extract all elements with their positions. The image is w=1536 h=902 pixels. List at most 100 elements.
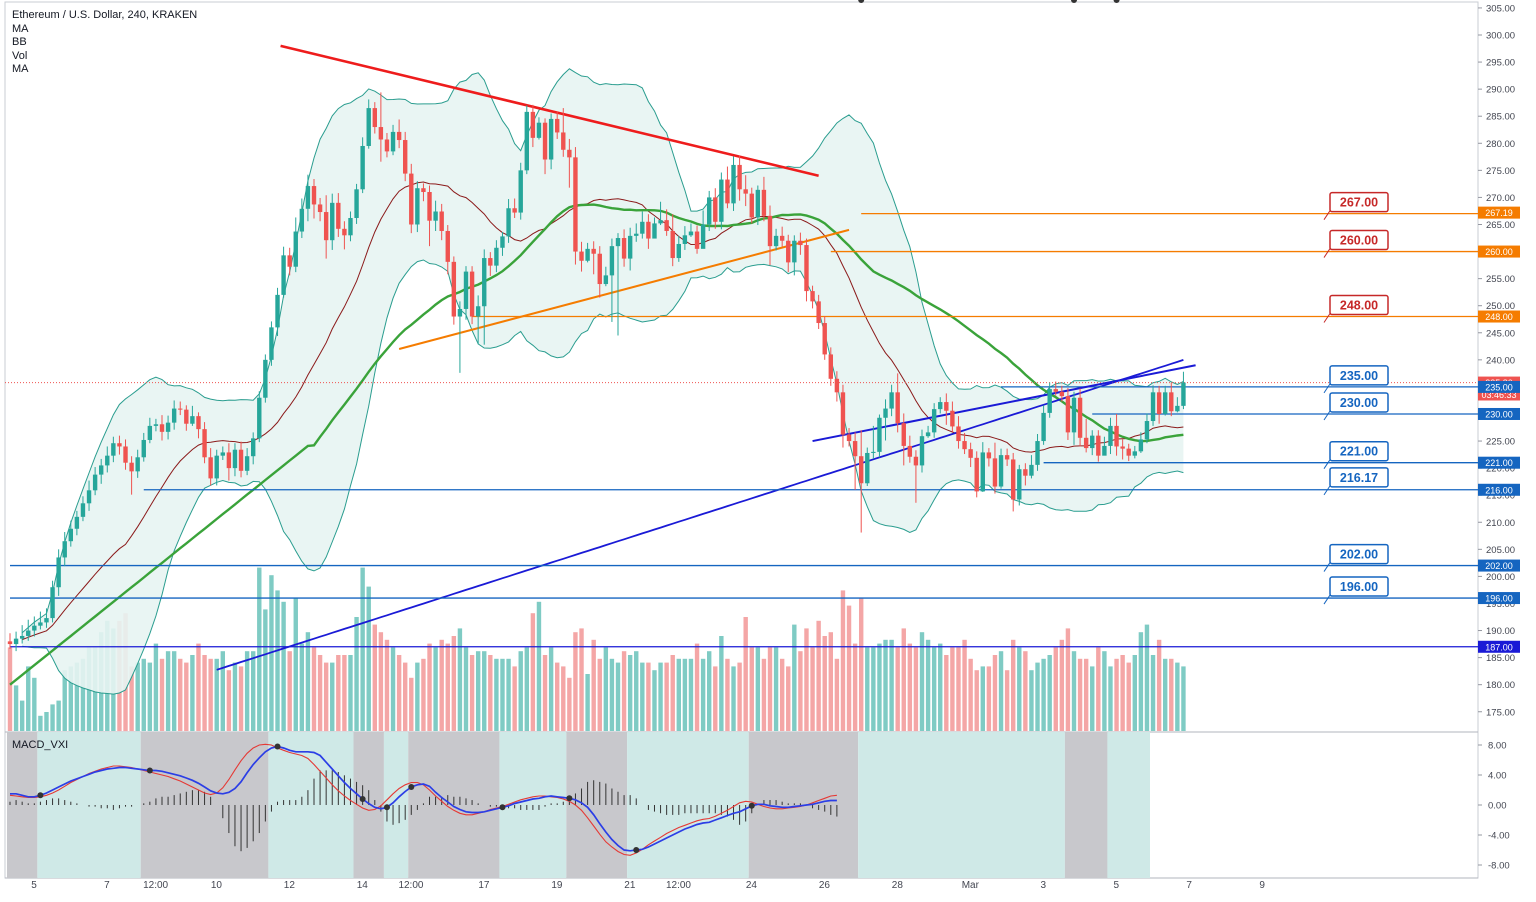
callout-text: 202.00 [1340, 548, 1378, 562]
volume-bar [451, 636, 457, 731]
volume-bar [980, 666, 985, 731]
volume-bar [925, 639, 931, 731]
volume-bar [725, 658, 730, 731]
candle-body [390, 131, 396, 152]
bb-upper [21, 68, 1184, 634]
candle-body [32, 625, 37, 631]
candle-body [165, 422, 171, 432]
volume-bar [749, 647, 754, 731]
candle-body [950, 410, 955, 427]
volume-bar [865, 647, 870, 731]
candle-body [1126, 448, 1131, 456]
candle-body [919, 436, 925, 466]
candle-body [603, 275, 609, 285]
volume-bar [579, 628, 584, 731]
candle-body [1132, 451, 1137, 456]
callout-box [1329, 576, 1389, 597]
candle-body [439, 211, 444, 231]
candle-body [74, 516, 80, 529]
candle-body [512, 208, 517, 213]
legend-ma2[interactable]: MA [12, 63, 29, 75]
candle-body [171, 408, 177, 423]
x-tick-label: 14 [357, 880, 369, 891]
legend-title[interactable]: Ethereum / U.S. Dollar, 240, KRAKEN [12, 9, 198, 21]
volume-bar [293, 598, 298, 731]
candle-body [597, 253, 602, 285]
price-label-text: 267.19 [1485, 208, 1513, 218]
candles [7, 92, 1186, 652]
candle-body [178, 408, 183, 410]
volume-bar [956, 647, 961, 731]
candle-body [883, 408, 888, 418]
volume-bar [135, 662, 140, 731]
ma200-line [216, 359, 1184, 671]
price-label-text: 260.00 [1485, 247, 1513, 257]
volume-bar [26, 666, 31, 731]
x-tick-label: 17 [478, 880, 490, 891]
candle-body [257, 397, 262, 439]
price-label-box [1478, 483, 1520, 496]
candle-body [931, 409, 937, 433]
macd-cross-point [499, 804, 506, 811]
trendlines[interactable] [280, 44, 1196, 443]
candle-body [561, 132, 566, 150]
legend-bb[interactable]: BB [12, 36, 27, 48]
candle-body [609, 246, 615, 276]
volume-bar [609, 658, 615, 731]
level-callouts[interactable]: 267.00 260.00 248.00 235.00 230.00 221.00 216.… [1323, 191, 1389, 605]
volume-bar [992, 655, 998, 731]
volume-bar [786, 666, 791, 731]
candle-body [1102, 445, 1107, 456]
volume-bar [372, 624, 377, 731]
volume-bar [336, 655, 341, 731]
callout-pointer [1323, 562, 1331, 572]
callout-box [1329, 467, 1389, 488]
candle-body [621, 238, 627, 259]
candle-body [251, 438, 256, 457]
volume-bar [901, 628, 906, 731]
volume-bar [469, 655, 475, 731]
volume-bar [627, 655, 633, 731]
volume-bar [190, 655, 195, 731]
bb-lower [22, 259, 1184, 695]
candle-body [828, 354, 833, 379]
candle-body [50, 587, 55, 619]
price-label-box [1478, 456, 1520, 469]
volume-bar [56, 700, 61, 731]
y-tick-label: 210.00 [1486, 518, 1515, 529]
volume-bar [634, 651, 639, 731]
candle-body [184, 409, 189, 424]
volume-bar [1175, 662, 1180, 731]
macd-cross-point [633, 847, 640, 853]
volume-bar [488, 655, 493, 731]
candle-body [129, 462, 134, 472]
candle-body [865, 452, 870, 484]
volume-bar [840, 590, 846, 731]
volume-bar [852, 643, 858, 731]
callout-text: 260.00 [1340, 234, 1378, 248]
macd-title[interactable]: MACD_VXI [12, 739, 69, 751]
y-tick-label: 215.00 [1486, 491, 1515, 502]
candle-body [396, 131, 402, 141]
y-tick-label: 255.00 [1486, 274, 1515, 285]
candle-body [1144, 421, 1150, 440]
macd-cross-point [37, 792, 44, 799]
price-label-box [1478, 640, 1520, 653]
legend-vol[interactable]: Vol [12, 49, 28, 62]
volume-bar [773, 647, 779, 731]
candle-body [13, 638, 19, 645]
callout-pointer [1323, 594, 1331, 605]
candle-body [220, 452, 225, 456]
price-axis-labels: 267.19260.00248.00235.8003:46:33235.0023… [1478, 206, 1520, 653]
legend-ma[interactable]: MA [12, 22, 29, 35]
candle-body [238, 449, 244, 471]
volume-bar [1150, 655, 1156, 731]
volume-bar [798, 651, 803, 731]
volume-bar [658, 662, 663, 731]
candle-body [409, 173, 414, 225]
macd-cross-point [748, 802, 755, 809]
callout-box [1329, 543, 1389, 565]
candle-body [871, 451, 876, 453]
